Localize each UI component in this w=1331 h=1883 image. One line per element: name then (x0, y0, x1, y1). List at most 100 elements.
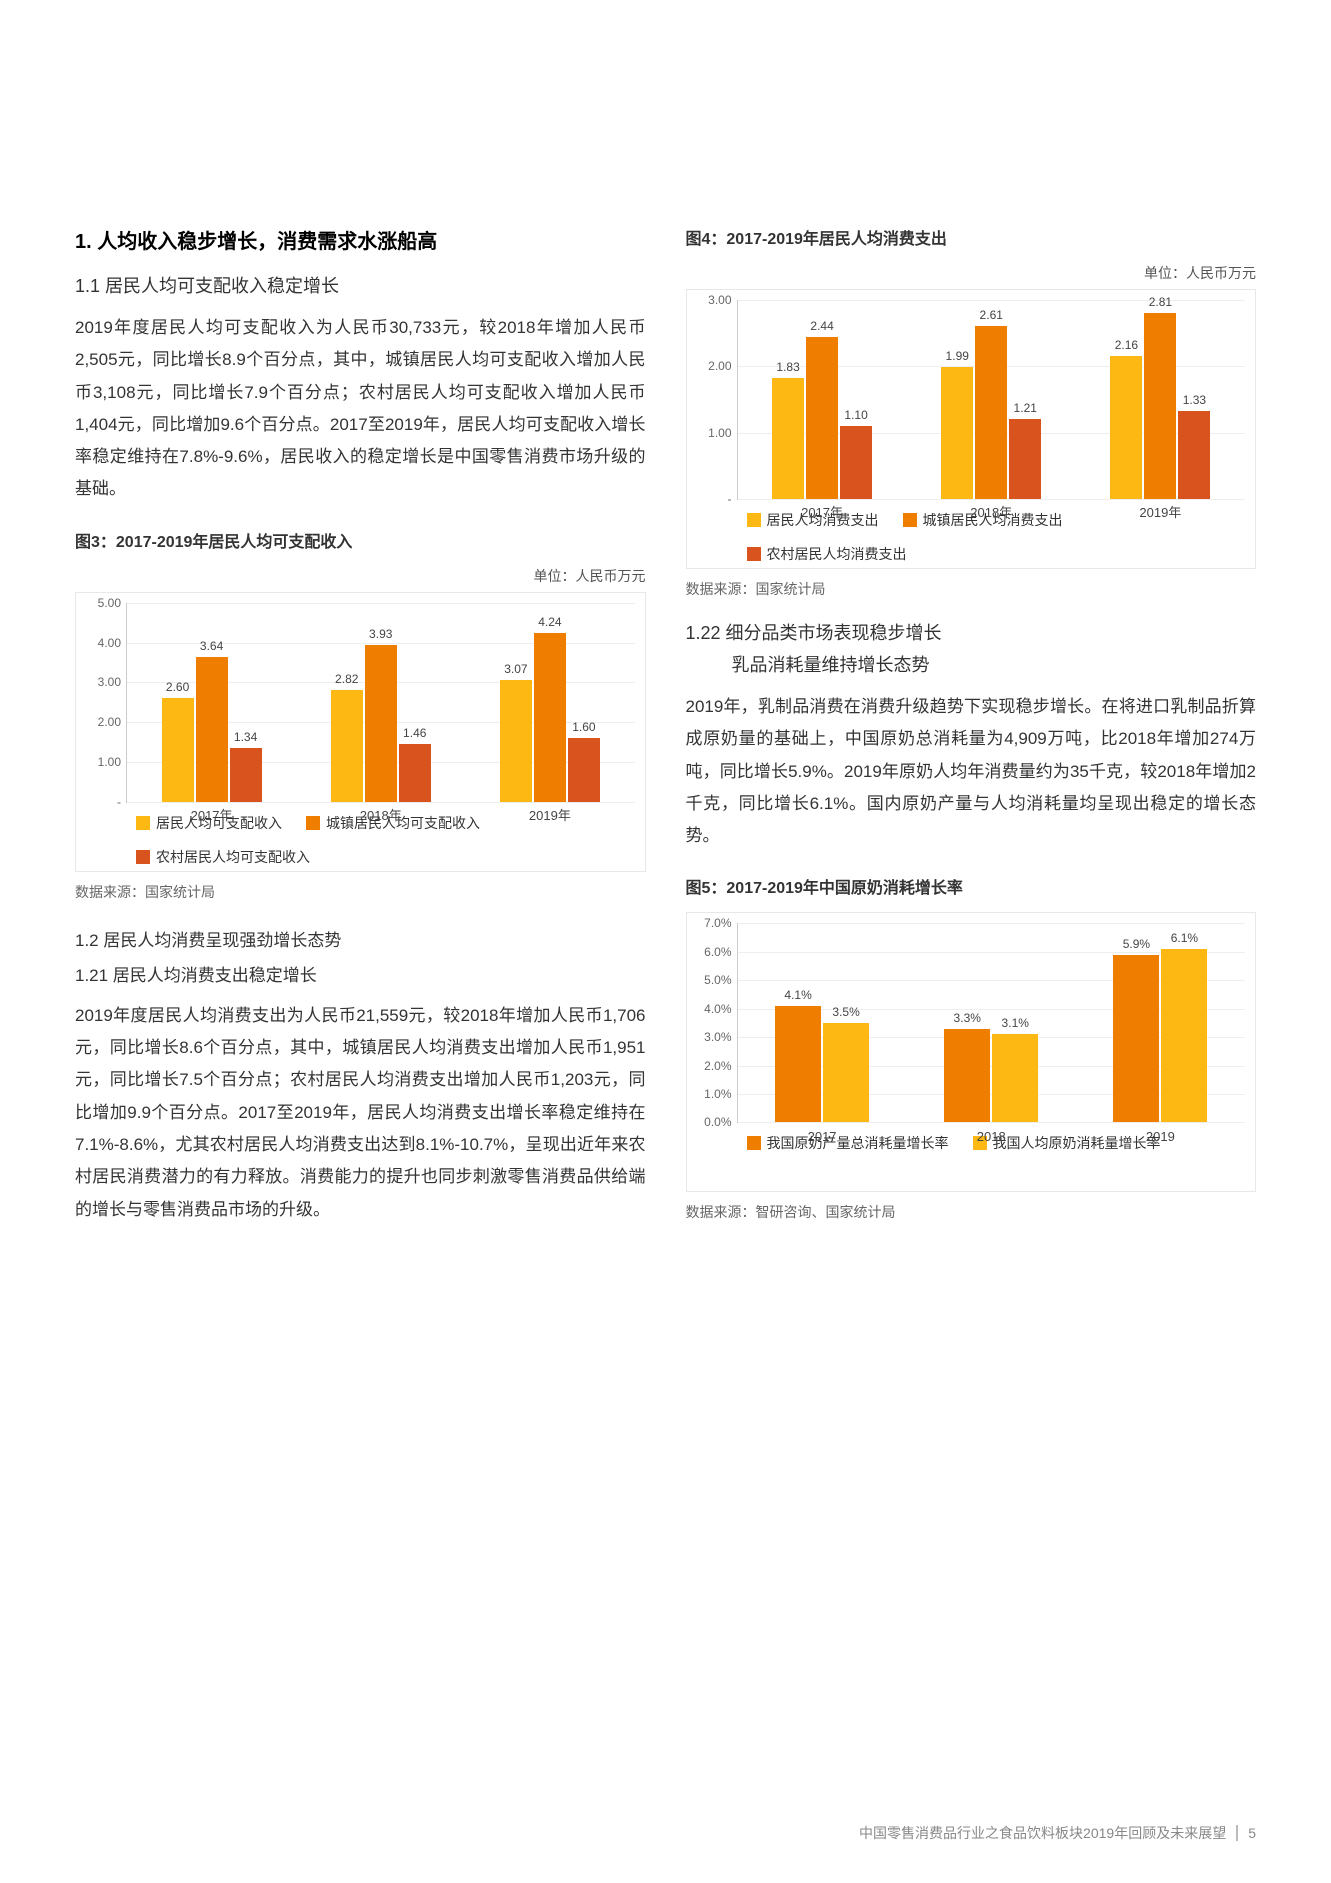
chart-bar: 1.60 (568, 738, 600, 802)
bar-value-label: 4.1% (784, 988, 811, 1002)
y-axis-tick: 0.0% (696, 1115, 732, 1129)
x-axis-label: 2017年 (191, 805, 233, 824)
chart-bar: 1.46 (399, 744, 431, 802)
y-axis-tick: 5.0% (696, 973, 732, 987)
bar-value-label: 3.1% (1002, 1016, 1029, 1030)
y-axis-tick: 4.0% (696, 1002, 732, 1016)
bar-value-label: 1.99 (946, 349, 969, 363)
bar-value-label: 2.61 (980, 308, 1003, 322)
chart-bar: 2.82 (331, 690, 363, 802)
bar-value-label: 2.81 (1149, 295, 1172, 309)
section-1-2-title: 1.2 居民人均消费呈现强劲增长态势 (75, 926, 646, 951)
legend-swatch (747, 1136, 761, 1150)
y-axis-tick: - (696, 492, 732, 506)
chart-bar: 1.10 (840, 426, 872, 499)
y-axis-tick: - (85, 795, 121, 809)
y-axis-tick: 1.00 (85, 755, 121, 769)
bar-value-label: 3.5% (832, 1005, 859, 1019)
chart5: 0.0%1.0%2.0%3.0%4.0%5.0%6.0%7.0%4.1%3.5%… (686, 912, 1257, 1192)
chart3-title: 图3：2017-2019年居民人均可支配收入 (75, 528, 646, 552)
section-1-22-body: 2019年，乳制品消费在消费升级趋势下实现稳步增长。在将进口乳制品折算成原奶量的… (686, 691, 1257, 852)
x-axis-label: 2019年 (529, 805, 571, 824)
legend-label: 农村居民人均可支配收入 (156, 847, 310, 867)
y-axis-tick: 2.0% (696, 1059, 732, 1073)
page-footer: 中国零售消费品行业之食品饮料板块2019年回顾及未来展望 5 (859, 1823, 1256, 1843)
chart-bar: 4.1% (775, 1006, 821, 1123)
x-axis-label: 2018年 (970, 502, 1012, 521)
legend-label: 农村居民人均消费支出 (767, 544, 907, 564)
chart-bar: 3.1% (992, 1034, 1038, 1122)
chart-bar: 2.61 (975, 326, 1007, 499)
section-1-22-title1: 1.22 细分品类市场表现稳步增长 (686, 619, 1257, 645)
bar-value-label: 2.82 (335, 672, 358, 686)
chart4-source: 数据来源：国家统计局 (686, 579, 1257, 599)
x-axis-label: 2019年 (1139, 502, 1181, 521)
chart-bar: 5.9% (1113, 955, 1159, 1123)
legend-swatch (136, 816, 150, 830)
chart-bar: 1.34 (230, 748, 262, 801)
footer-text: 中国零售消费品行业之食品饮料板块2019年回顾及未来展望 (859, 1823, 1226, 1843)
chart-bar: 1.99 (941, 367, 973, 499)
bar-value-label: 6.1% (1171, 931, 1198, 945)
legend-swatch (136, 850, 150, 864)
legend-swatch (747, 513, 761, 527)
y-axis-tick: 4.00 (85, 636, 121, 650)
chart-bar: 2.60 (162, 698, 194, 801)
legend-label: 城镇居民人均可支配收入 (326, 813, 480, 833)
section-1-1-body: 2019年度居民人均可支配收入为人民币30,733元，较2018年增加人民币2,… (75, 312, 646, 506)
section-1-title: 1. 人均收入稳步增长，消费需求水涨船高 (75, 225, 646, 254)
x-axis-label: 2018 (977, 1129, 1006, 1144)
y-axis-tick: 6.0% (696, 945, 732, 959)
x-axis-label: 2018年 (360, 805, 402, 824)
y-axis-tick: 1.0% (696, 1087, 732, 1101)
bar-value-label: 3.93 (369, 627, 392, 641)
bar-value-label: 1.33 (1183, 393, 1206, 407)
chart3-unit: 单位：人民币万元 (75, 566, 646, 586)
section-1-21-body: 2019年度居民人均消费支出为人民币21,559元，较2018年增加人民币1,7… (75, 1000, 646, 1226)
bar-value-label: 1.60 (572, 720, 595, 734)
bar-value-label: 3.64 (200, 639, 223, 653)
x-axis-label: 2017 (808, 1129, 837, 1144)
legend-swatch (747, 547, 761, 561)
y-axis-tick: 2.00 (696, 359, 732, 373)
chart5-title: 图5：2017-2019年中国原奶消耗增长率 (686, 874, 1257, 898)
y-axis-tick: 1.00 (696, 426, 732, 440)
legend-item: 农村居民人均可支配收入 (136, 847, 310, 867)
chart-bar: 2.44 (806, 337, 838, 499)
bar-value-label: 1.21 (1014, 401, 1037, 415)
bar-value-label: 3.3% (954, 1011, 981, 1025)
x-axis-label: 2019 (1146, 1129, 1175, 1144)
bar-value-label: 3.07 (504, 662, 527, 676)
chart-bar: 2.16 (1110, 356, 1142, 499)
legend-label: 我国原奶产量总消耗量增长率 (767, 1133, 949, 1153)
chart-bar: 1.33 (1178, 411, 1210, 499)
section-1-21-title: 1.21 居民人均消费支出稳定增长 (75, 961, 646, 986)
bar-value-label: 1.83 (776, 360, 799, 374)
bar-value-label: 1.46 (403, 726, 426, 740)
chart-bar: 2.81 (1144, 313, 1176, 499)
chart-bar: 3.07 (500, 680, 532, 802)
chart-bar: 1.83 (772, 378, 804, 499)
chart-bar: 3.5% (823, 1023, 869, 1123)
y-axis-tick: 3.00 (696, 293, 732, 307)
chart-bar: 6.1% (1161, 949, 1207, 1122)
y-axis-tick: 5.00 (85, 596, 121, 610)
chart-bar: 3.64 (196, 657, 228, 802)
bar-value-label: 2.44 (810, 319, 833, 333)
bar-value-label: 2.16 (1115, 338, 1138, 352)
chart4-unit: 单位：人民币万元 (686, 263, 1257, 283)
chart-bar: 3.93 (365, 645, 397, 801)
legend-item: 我国原奶产量总消耗量增长率 (747, 1133, 949, 1153)
legend-swatch (903, 513, 917, 527)
chart-bar: 4.24 (534, 633, 566, 802)
chart4: -1.002.003.001.832.441.102017年1.992.611.… (686, 289, 1257, 569)
bar-value-label: 4.24 (538, 615, 561, 629)
footer-page: 5 (1248, 1825, 1256, 1841)
legend-item: 农村居民人均消费支出 (747, 544, 907, 564)
chart5-source: 数据来源：智研咨询、国家统计局 (686, 1202, 1257, 1222)
legend-label: 我国人均原奶消耗量增长率 (993, 1133, 1161, 1153)
x-axis-label: 2017年 (801, 502, 843, 521)
chart-bar: 1.21 (1009, 419, 1041, 499)
bar-value-label: 2.60 (166, 680, 189, 694)
y-axis-tick: 7.0% (696, 916, 732, 930)
